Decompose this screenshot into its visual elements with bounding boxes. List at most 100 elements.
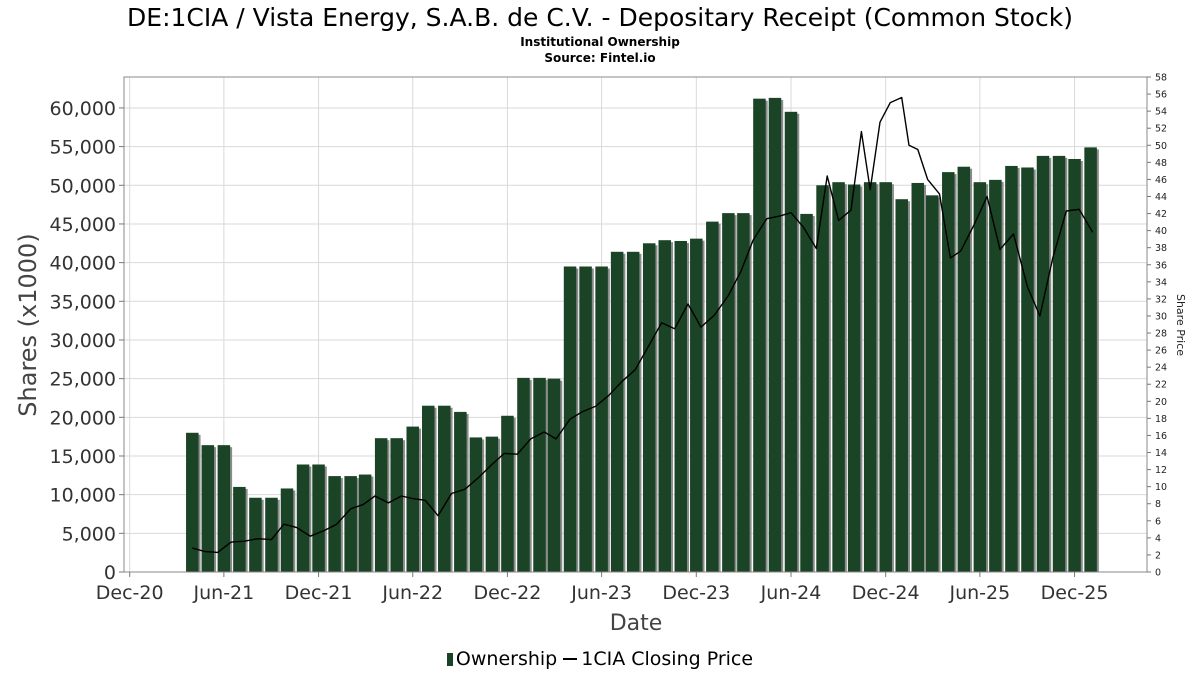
- y-axis-label: Shares (x1000): [14, 233, 42, 416]
- x-axis-ticks: Dec-20 Jun-21 Dec-21 Jun-22 Dec-22 Jun-23 Dec-…: [96, 572, 1109, 604]
- ownership-bar: [626, 251, 640, 572]
- ownership-bar: [1068, 158, 1081, 572]
- ownership-bar: [1084, 147, 1097, 572]
- ownership-bar: [737, 213, 750, 572]
- y2-tick-label: 30: [1155, 311, 1167, 322]
- y2-tick-label: 40: [1155, 226, 1167, 237]
- ownership-bar: [895, 199, 908, 572]
- ownership-bar: [344, 476, 357, 572]
- ownership-bar: [989, 179, 1002, 572]
- x-tick-label: Jun-23: [570, 582, 632, 604]
- price-line-group: [192, 96, 1094, 554]
- ownership-bar: [358, 474, 372, 572]
- y-tick-label: 10,000: [50, 485, 116, 507]
- legend: Ownership 1CIA Closing Price: [0, 647, 1200, 671]
- y2-tick-label: 4: [1155, 533, 1161, 544]
- y2-tick-label: 58: [1155, 73, 1167, 84]
- y2-axis-label: Share Price: [1174, 294, 1187, 356]
- y-tick-label: 40,000: [50, 253, 116, 275]
- y2-tick-label: 48: [1155, 158, 1167, 169]
- y2-tick-label: 50: [1155, 141, 1167, 152]
- y2-tick-label: 28: [1155, 329, 1167, 340]
- ownership-bar: [800, 213, 813, 572]
- left-axis-ticks: 0 5,000 10,000 15,000 20,000 25,000 30,000 35,0…: [50, 98, 124, 584]
- ownership-bar: [579, 266, 592, 572]
- price-line: [192, 96, 1094, 554]
- y-tick-label: 35,000: [50, 291, 116, 313]
- ownership-bar: [942, 172, 955, 572]
- y-tick-label: 55,000: [50, 137, 116, 159]
- ownership-bar: [847, 184, 861, 572]
- y2-tick-label: 26: [1155, 346, 1167, 357]
- ownership-bar: [926, 195, 939, 572]
- y2-tick-label: 36: [1155, 260, 1167, 271]
- ownership-bar: [186, 432, 199, 572]
- y2-tick-label: 54: [1155, 107, 1167, 118]
- ownership-bar: [957, 166, 971, 572]
- ownership-bar: [469, 437, 483, 572]
- y-tick-label: 50,000: [50, 175, 116, 197]
- right-axis-ticks: 0246810121416182022242628303234363840424…: [1147, 73, 1167, 579]
- ownership-bar: [501, 415, 514, 572]
- ownership-bar: [816, 185, 829, 572]
- y-tick-label: 0: [104, 562, 116, 584]
- y2-tick-label: 56: [1155, 90, 1167, 101]
- y-tick-label: 30,000: [50, 330, 116, 352]
- ownership-bar: [595, 266, 608, 572]
- x-tick-label: Dec-24: [852, 582, 920, 604]
- ownership-bar: [674, 240, 688, 572]
- y-tick-label: 5,000: [62, 523, 116, 545]
- ownership-bar: [280, 488, 294, 572]
- x-tick-label: Dec-23: [662, 582, 730, 604]
- ownership-bar: [784, 111, 798, 572]
- ownership-bars: [186, 97, 1099, 572]
- y2-tick-label: 20: [1155, 397, 1167, 408]
- legend-price-label: 1CIA Closing Price: [581, 648, 754, 670]
- x-tick-label: Jun-24: [760, 582, 822, 604]
- x-tick-label: Jun-25: [948, 582, 1010, 604]
- y2-tick-label: 2: [1155, 550, 1161, 561]
- ownership-bar: [438, 405, 451, 572]
- ownership-bar: [722, 213, 735, 572]
- y2-tick-label: 14: [1155, 448, 1167, 459]
- y-tick-label: 25,000: [50, 369, 116, 391]
- y-tick-label: 20,000: [50, 407, 116, 429]
- y2-tick-label: 52: [1155, 124, 1167, 135]
- ownership-bar: [911, 182, 925, 572]
- ownership-bar: [517, 377, 530, 572]
- ownership-bar: [374, 438, 388, 572]
- y-tick-label: 15,000: [50, 446, 116, 468]
- ownership-bar: [422, 405, 435, 572]
- legend-ownership-label: Ownership: [455, 648, 558, 670]
- ownership-bar: [690, 238, 703, 572]
- ownership-bar: [296, 464, 310, 572]
- ownership-bar: [768, 97, 782, 572]
- y-tick-label: 60,000: [50, 98, 116, 120]
- ownership-bar: [973, 182, 987, 572]
- ownership-bar: [485, 436, 499, 572]
- y2-tick-label: 12: [1155, 465, 1167, 476]
- y2-tick-label: 16: [1155, 431, 1167, 442]
- ownership-bar: [642, 243, 656, 572]
- x-axis-label: Date: [610, 611, 663, 636]
- y2-tick-label: 6: [1155, 516, 1161, 527]
- x-tick-label: Jun-21: [193, 582, 255, 604]
- x-tick-label: Dec-25: [1041, 582, 1109, 604]
- ownership-bar: [233, 486, 246, 572]
- x-tick-label: Dec-20: [96, 582, 164, 604]
- ownership-bar: [658, 240, 671, 572]
- y2-tick-label: 38: [1155, 243, 1167, 254]
- ownership-bar: [1005, 165, 1018, 572]
- y2-tick-label: 46: [1155, 175, 1167, 186]
- y2-tick-label: 8: [1155, 499, 1161, 510]
- x-tick-label: Jun-22: [381, 582, 443, 604]
- ownership-bar: [610, 251, 624, 572]
- x-tick-label: Dec-22: [474, 582, 542, 604]
- ownership-bar: [312, 464, 325, 572]
- ownership-bar: [753, 98, 766, 572]
- x-tick-label: Dec-21: [285, 582, 353, 604]
- ownership-bar: [879, 182, 892, 572]
- ownership-bar: [328, 476, 341, 572]
- y2-tick-label: 24: [1155, 363, 1167, 374]
